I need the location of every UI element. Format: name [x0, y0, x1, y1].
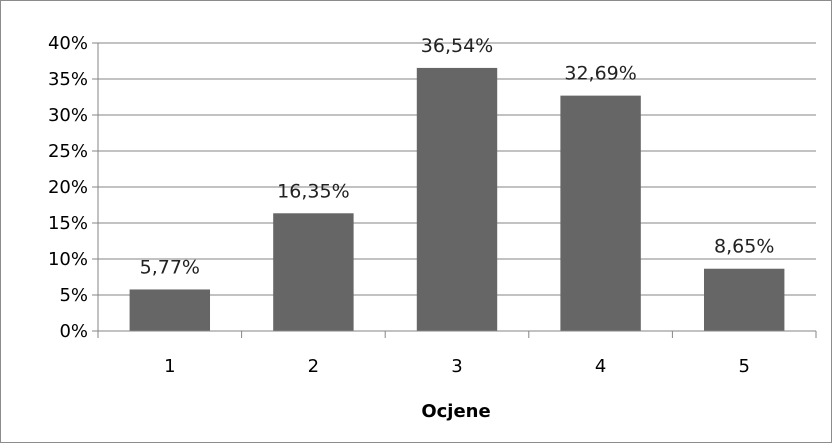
- x-tick-label-2: 2: [308, 356, 319, 377]
- bar-5: [703, 268, 785, 331]
- y-tick-label: 25%: [48, 141, 88, 162]
- data-label-5: 8,65%: [714, 236, 774, 258]
- bar-1: [129, 289, 211, 331]
- bars: [129, 67, 785, 332]
- bar-2: [273, 213, 354, 331]
- x-tick-label-4: 4: [595, 356, 606, 377]
- data-label-3: 36,54%: [421, 35, 493, 57]
- labels: 0% 5% 10% 15% 20% 25% 30% 35% 40% 5,77% 1 16,35% 2 36…: [48, 33, 774, 377]
- y-tick-label: 5%: [59, 285, 88, 306]
- axes: [92, 42, 817, 338]
- x-tick-label-5: 5: [738, 356, 749, 377]
- x-axis-title: Ocjene: [421, 401, 490, 422]
- y-tick-label: 40%: [48, 33, 88, 54]
- x-tick-label-3: 3: [451, 356, 462, 377]
- y-tick-label: 10%: [48, 249, 88, 270]
- bar-3: [416, 67, 498, 332]
- y-tick-label: 35%: [48, 69, 88, 90]
- y-tick-label: 0%: [59, 321, 88, 342]
- y-tick-label: 15%: [48, 213, 88, 234]
- x-tick-label-1: 1: [164, 356, 175, 377]
- data-label-2: 16,35%: [277, 180, 349, 202]
- data-label-4: 32,69%: [564, 63, 636, 85]
- bar-4: [560, 95, 641, 331]
- y-tick-label: 20%: [48, 177, 88, 198]
- y-tick-label: 30%: [48, 105, 88, 126]
- data-label-1: 5,77%: [140, 256, 200, 278]
